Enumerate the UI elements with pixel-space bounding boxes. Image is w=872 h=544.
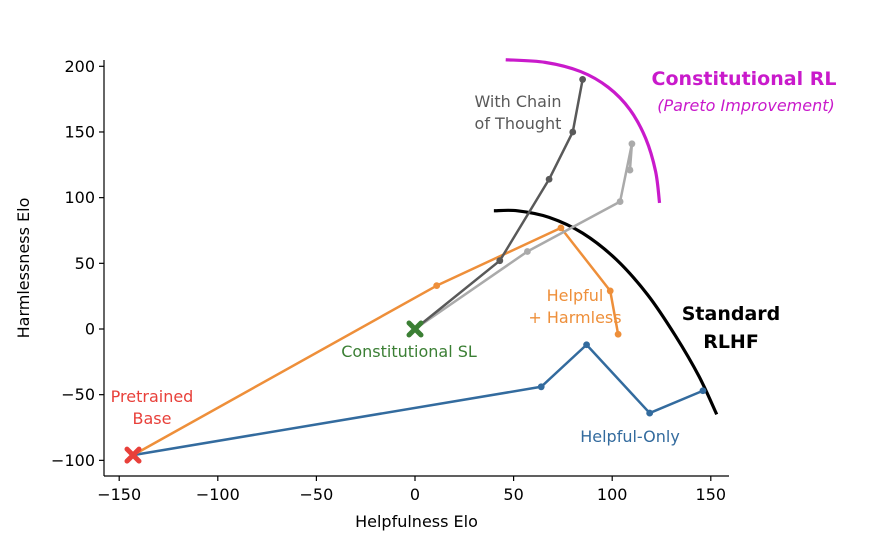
constitutional-rl-series-point (628, 140, 636, 148)
x-tick-label: 150 (696, 485, 727, 504)
annotation-constitutional-sl: Constitutional SL (341, 342, 477, 361)
pretrained-base-marker (124, 446, 142, 464)
marker-stroke (406, 320, 424, 338)
annotations: With Chain of Thought Constitutional RL (Pa… (111, 68, 837, 446)
annotation-line: Helpful (547, 286, 604, 305)
y-axis-label: Harmlessness Elo (14, 198, 33, 339)
x-tick-label: 0 (410, 485, 420, 504)
annotation-line: Constitutional RL (652, 68, 837, 90)
chain-of-thought-series-point (579, 76, 587, 83)
annotation-pretrained-base: Pretrained Base (111, 387, 194, 428)
y-tick-label: −100 (51, 451, 95, 470)
constitutional-rl-series-point (626, 166, 634, 174)
annotation-line: With Chain (474, 92, 561, 111)
constitutional-sl-marker (406, 320, 424, 338)
annotation-line: Base (133, 409, 172, 428)
helpful-only-series-point (646, 409, 654, 417)
annotation-helpful-harmless: Helpful + Harmless (528, 286, 621, 327)
helpful-harmless-series-point (606, 287, 614, 295)
x-tick-label: 50 (503, 485, 523, 504)
annotation-line: Helpful-Only (580, 427, 680, 446)
helpful-only-series-point (583, 341, 590, 349)
chain-of-thought-series-point (496, 257, 504, 265)
chain-of-thought-series-point (569, 128, 577, 136)
constitutional-rl-series-point (616, 198, 624, 205)
annotation-line: + Harmless (528, 308, 621, 327)
annotation-line: RLHF (703, 331, 759, 353)
annotation-const-rl: Constitutional RL (652, 68, 837, 90)
y-tick-label: 0 (85, 320, 95, 339)
y-tick-label: −50 (61, 385, 95, 404)
annotation-line: (Pareto Improvement) (657, 96, 835, 115)
constitutional-rl-frontier (505, 58, 662, 204)
annotation-helpful-only: Helpful-Only (580, 427, 680, 446)
annotation-line: Pretrained (111, 387, 194, 406)
y-tick-label: 100 (64, 188, 95, 207)
annotation-line: Standard (682, 303, 781, 325)
annotation-standard-rlhf: Standard RLHF (682, 303, 781, 353)
annotation-with-cot: With Chain of Thought (474, 92, 561, 133)
helpful-only-series-point (699, 387, 707, 395)
constitutional-rl-series-point (524, 248, 531, 255)
x-tick-label: −100 (196, 485, 240, 504)
frontier-curves (493, 58, 719, 416)
y-tick-label: 200 (64, 57, 95, 76)
data-series (124, 76, 707, 464)
y-tick-label: 50 (75, 254, 95, 273)
annotation-pareto: (Pareto Improvement) (657, 96, 835, 115)
helpful-only-series-point (537, 383, 545, 391)
x-tick-label: 100 (597, 485, 628, 504)
annotation-line: of Thought (475, 114, 562, 133)
x-axis-label: Helpfulness Elo (355, 512, 478, 531)
x-tick-label: −50 (300, 485, 334, 504)
marker-stroke (124, 446, 142, 464)
axes: −150 −100 −50 0 50 100 150−100−50050100150200H… (14, 57, 729, 531)
x-tick-label: −150 (97, 485, 141, 504)
chain-of-thought-series-point (545, 175, 553, 183)
standard-rlhf-frontier (493, 208, 719, 416)
helpful-harmless-series-point (433, 282, 441, 290)
helpful-harmless-series-point (614, 330, 622, 338)
annotation-line: Constitutional SL (341, 342, 477, 361)
helpful-harmless-series-point (557, 224, 565, 232)
y-tick-label: 150 (64, 122, 95, 141)
